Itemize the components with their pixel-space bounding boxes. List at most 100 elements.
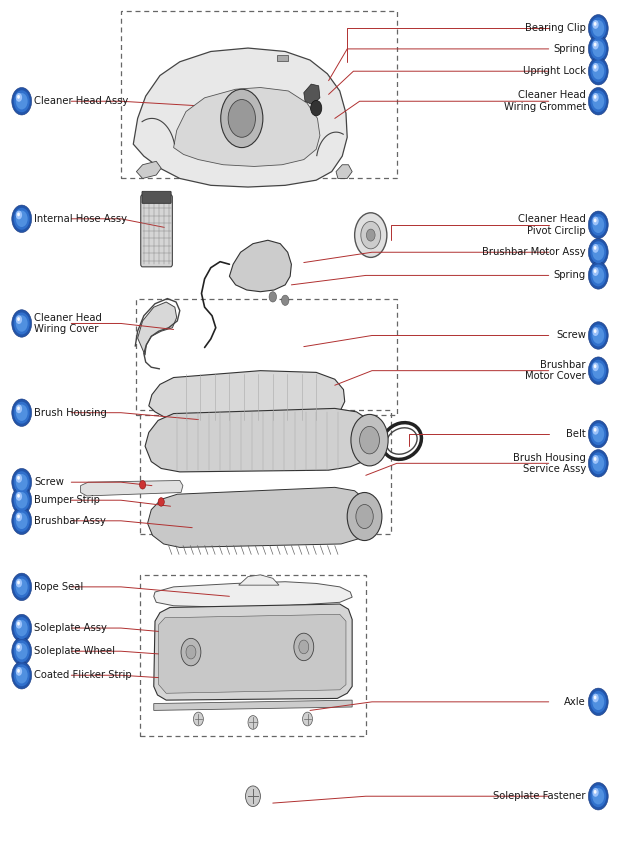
Text: Coated Flicker Strip: Coated Flicker Strip [34, 670, 131, 680]
Circle shape [14, 576, 30, 598]
Text: Rope Seal: Rope Seal [34, 582, 83, 592]
Circle shape [594, 22, 596, 26]
Circle shape [299, 640, 309, 654]
Polygon shape [174, 88, 320, 166]
Polygon shape [336, 165, 352, 178]
Text: Spring: Spring [554, 270, 586, 281]
Bar [136, 299, 397, 415]
Circle shape [588, 420, 608, 448]
FancyBboxPatch shape [142, 191, 171, 203]
Circle shape [592, 216, 604, 233]
Circle shape [311, 100, 322, 116]
Circle shape [592, 693, 599, 703]
Circle shape [16, 512, 28, 529]
Circle shape [269, 292, 277, 302]
Circle shape [592, 788, 604, 805]
Circle shape [16, 210, 22, 220]
Circle shape [594, 457, 596, 461]
Polygon shape [154, 604, 352, 700]
Polygon shape [81, 480, 183, 496]
Text: Screw: Screw [34, 477, 64, 487]
Circle shape [590, 214, 606, 236]
Polygon shape [148, 487, 372, 547]
Circle shape [588, 262, 608, 289]
Circle shape [16, 643, 22, 652]
Text: Brushbar Motor Assy: Brushbar Motor Assy [482, 247, 586, 257]
Circle shape [16, 619, 28, 637]
Circle shape [14, 402, 30, 424]
Text: Cleaner Head Assy: Cleaner Head Assy [34, 96, 128, 106]
Circle shape [351, 414, 388, 466]
Circle shape [193, 712, 203, 726]
Circle shape [360, 426, 379, 454]
Circle shape [221, 89, 263, 148]
Circle shape [588, 211, 608, 239]
Circle shape [588, 688, 608, 716]
Circle shape [592, 40, 604, 57]
Circle shape [181, 638, 201, 666]
Circle shape [294, 633, 314, 661]
Polygon shape [239, 575, 279, 585]
Circle shape [12, 507, 32, 535]
Circle shape [588, 57, 608, 85]
Circle shape [14, 489, 30, 511]
Circle shape [158, 498, 164, 506]
Circle shape [16, 667, 28, 684]
Bar [121, 11, 397, 178]
Circle shape [16, 210, 28, 227]
Circle shape [347, 492, 382, 541]
Polygon shape [145, 408, 376, 472]
Circle shape [16, 492, 28, 509]
Circle shape [592, 426, 599, 435]
Circle shape [590, 360, 606, 382]
Circle shape [17, 476, 20, 480]
Circle shape [592, 327, 604, 344]
Circle shape [590, 452, 606, 474]
Circle shape [594, 696, 596, 699]
Circle shape [594, 43, 596, 46]
Circle shape [17, 622, 20, 625]
Bar [140, 575, 366, 736]
Circle shape [12, 399, 32, 426]
Polygon shape [154, 582, 352, 607]
Circle shape [16, 492, 22, 501]
Circle shape [16, 93, 22, 102]
Text: Internal Hose Assy: Internal Hose Assy [34, 214, 127, 224]
Circle shape [594, 219, 596, 222]
Polygon shape [159, 614, 346, 693]
Circle shape [592, 244, 599, 253]
Circle shape [228, 100, 255, 137]
Circle shape [588, 782, 608, 810]
Circle shape [12, 573, 32, 601]
Polygon shape [229, 240, 291, 292]
Circle shape [14, 617, 30, 639]
Circle shape [17, 95, 20, 99]
Circle shape [248, 716, 258, 729]
Circle shape [592, 93, 604, 110]
Circle shape [588, 357, 608, 384]
Circle shape [592, 40, 599, 50]
Circle shape [14, 312, 30, 335]
Circle shape [17, 494, 20, 498]
Polygon shape [138, 302, 177, 355]
Circle shape [16, 667, 22, 676]
Circle shape [592, 267, 599, 276]
Circle shape [592, 244, 604, 261]
Circle shape [16, 404, 28, 421]
Circle shape [590, 691, 606, 713]
Circle shape [16, 315, 28, 332]
Circle shape [588, 88, 608, 115]
Circle shape [12, 88, 32, 115]
Circle shape [592, 20, 599, 29]
Circle shape [16, 474, 22, 483]
Text: Axle: Axle [564, 697, 586, 707]
Circle shape [355, 213, 387, 257]
Text: Upright Lock: Upright Lock [523, 66, 586, 76]
Circle shape [592, 455, 604, 472]
Circle shape [588, 322, 608, 349]
Text: Spring: Spring [554, 44, 586, 54]
Circle shape [590, 90, 606, 112]
Circle shape [246, 786, 260, 807]
Circle shape [303, 712, 312, 726]
Text: Cleaner Head
Wiring Cover: Cleaner Head Wiring Cover [34, 312, 102, 335]
